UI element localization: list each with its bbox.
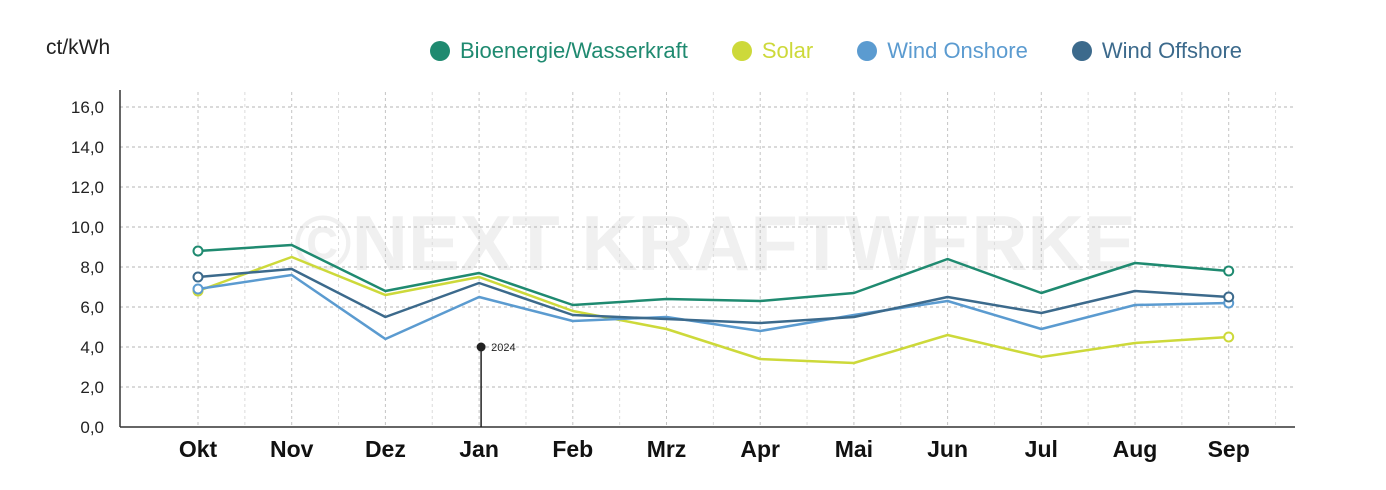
legend-marker-bioenergie [430, 41, 450, 61]
legend-label-wind-offshore: Wind Offshore [1101, 38, 1243, 63]
legend-item-wind-onshore: Wind Onshore [857, 38, 1028, 64]
y-tick-label: 16,0 [71, 98, 104, 117]
y-tick-label: 6,0 [80, 298, 104, 317]
x-tick-label: Feb [552, 436, 593, 462]
x-tick-label: Dez [365, 436, 406, 462]
data-point-bioenergie-start [192, 245, 204, 257]
x-tick-label: Sep [1208, 436, 1250, 462]
x-tick-label: Nov [270, 436, 314, 462]
data-point-solar-end [1223, 331, 1235, 343]
legend-label-wind-onshore: Wind Onshore [887, 38, 1028, 63]
x-tick-label: Mrz [647, 436, 687, 462]
x-tick-label: Jun [927, 436, 968, 462]
legend-item-solar: Solar [731, 38, 814, 64]
series-line-solar [197, 255, 1229, 365]
y-tick-label: 8,0 [80, 258, 104, 277]
y-axis-unit-label: ct/kWh [46, 36, 111, 59]
legend-item-wind-offshore: Wind Offshore [1071, 38, 1243, 64]
series-line-bioenergie [197, 243, 1229, 307]
x-tick-label: Aug [1113, 436, 1158, 462]
legend-label-solar: Solar [761, 38, 814, 63]
legend-marker-solar [731, 41, 752, 61]
y-tick-label: 4,0 [80, 338, 104, 357]
chart-legend: Bioenergie/Wasserkraft Solar Wind Onshor… [430, 38, 1286, 64]
y-tick-label: 2,0 [80, 378, 104, 397]
watermark-text: ©NEXT KRAFTWERKE [294, 199, 1136, 287]
x-tick-label: Jan [459, 436, 499, 462]
data-point-wind-onshore-start [192, 283, 204, 295]
y-tick-label: 12,0 [71, 178, 104, 197]
y-tick-label: 10,0 [71, 218, 104, 237]
x-tick-label: Mai [835, 436, 873, 462]
x-tick-label: Jul [1025, 436, 1058, 462]
y-tick-label: 14,0 [71, 138, 104, 157]
annotation-marker [476, 342, 486, 352]
y-tick-label: 0,0 [80, 418, 104, 437]
legend-label-bioenergie: Bioenergie/Wasserkraft [460, 38, 688, 63]
series-line-wind-offshore [197, 267, 1229, 325]
annotation-label: 2024 [491, 342, 515, 354]
x-tick-label: Apr [740, 436, 780, 462]
legend-item-bioenergie: Bioenergie/Wasserkraft [430, 38, 688, 64]
series-line-wind-onshore [197, 273, 1229, 341]
data-point-wind-offshore-start [192, 271, 204, 283]
data-point-wind-offshore-end [1223, 291, 1235, 303]
legend-marker-wind-onshore [857, 41, 878, 61]
data-point-bioenergie-end [1223, 265, 1235, 277]
x-tick-label: Okt [179, 436, 218, 462]
legend-marker-wind-offshore [1071, 41, 1092, 61]
